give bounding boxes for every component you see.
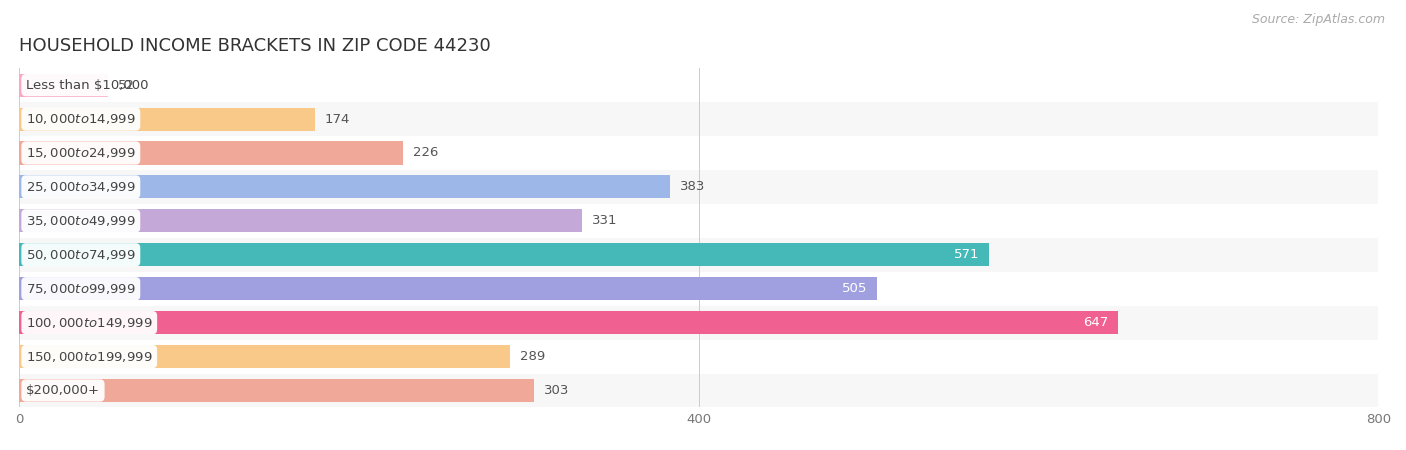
Bar [20,243,990,266]
Text: 52: 52 [118,79,135,92]
Text: Source: ZipAtlas.com: Source: ZipAtlas.com [1251,14,1385,27]
Bar [20,306,1378,340]
Bar [20,277,877,300]
Bar [20,374,1378,407]
Bar [20,272,1378,306]
Text: $35,000 to $49,999: $35,000 to $49,999 [25,214,135,228]
Text: $15,000 to $24,999: $15,000 to $24,999 [25,146,135,160]
Bar [20,238,1378,272]
Text: $150,000 to $199,999: $150,000 to $199,999 [25,350,152,364]
Bar [20,345,510,368]
Bar [20,141,404,165]
Bar [20,311,1119,334]
Bar [20,136,1378,170]
Text: $50,000 to $74,999: $50,000 to $74,999 [25,248,135,262]
Text: 303: 303 [544,384,569,397]
Text: 289: 289 [520,350,546,363]
Text: $100,000 to $149,999: $100,000 to $149,999 [25,315,152,329]
Bar [20,170,1378,204]
Bar [20,379,534,402]
Text: 226: 226 [413,147,439,159]
Text: 505: 505 [842,282,868,295]
Text: 647: 647 [1083,316,1108,329]
Text: Less than $10,000: Less than $10,000 [25,79,149,92]
Text: 571: 571 [953,248,979,261]
Text: 383: 383 [681,180,706,194]
Text: $200,000+: $200,000+ [25,384,100,397]
Text: $25,000 to $34,999: $25,000 to $34,999 [25,180,135,194]
Bar [20,68,1378,102]
Bar [20,340,1378,374]
Bar [20,204,1378,238]
Text: HOUSEHOLD INCOME BRACKETS IN ZIP CODE 44230: HOUSEHOLD INCOME BRACKETS IN ZIP CODE 44… [20,37,491,55]
Bar [20,102,1378,136]
Bar [20,74,107,97]
Bar [20,176,669,198]
Bar [20,108,315,130]
Text: $75,000 to $99,999: $75,000 to $99,999 [25,282,135,296]
Bar [20,209,582,232]
Text: 174: 174 [325,112,350,126]
Text: 331: 331 [592,214,617,227]
Text: $10,000 to $14,999: $10,000 to $14,999 [25,112,135,126]
